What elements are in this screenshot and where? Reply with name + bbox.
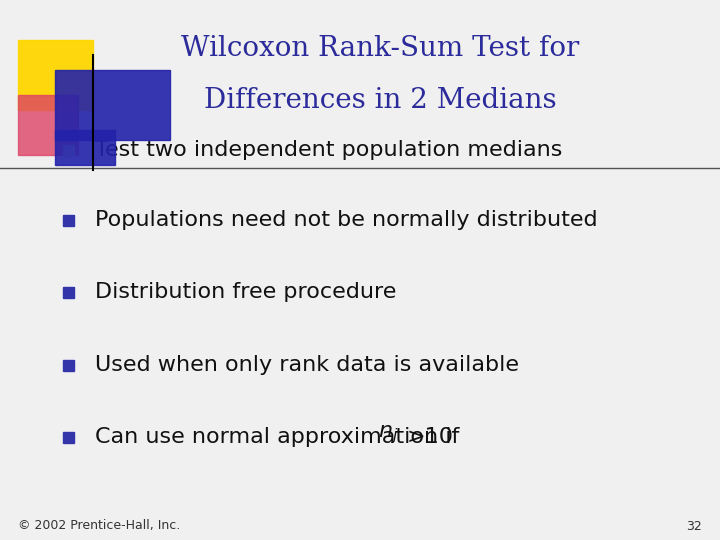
Text: $\mathit{n}_j$: $\mathit{n}_j$	[378, 423, 399, 447]
Text: 32: 32	[686, 519, 702, 532]
Bar	[63, 360, 73, 370]
Text: © 2002 Prentice-Hall, Inc.: © 2002 Prentice-Hall, Inc.	[18, 519, 180, 532]
Text: Used when only rank data is available: Used when only rank data is available	[95, 355, 519, 375]
Bar	[63, 287, 73, 298]
Bar	[63, 145, 73, 156]
Bar	[55, 70, 170, 140]
Text: Populations need not be normally distributed: Populations need not be normally distrib…	[95, 210, 598, 230]
Bar	[18, 95, 78, 155]
Text: Wilcoxon Rank-Sum Test for: Wilcoxon Rank-Sum Test for	[181, 35, 579, 62]
Text: Can use normal approximation if: Can use normal approximation if	[95, 427, 467, 447]
Text: >10: >10	[406, 427, 453, 447]
Bar	[63, 214, 73, 226]
Text: Differences in 2 Medians: Differences in 2 Medians	[204, 86, 557, 113]
Text: Test two independent population medians: Test two independent population medians	[95, 140, 562, 160]
Bar	[55, 130, 115, 165]
Bar	[63, 431, 73, 442]
Bar	[18, 40, 93, 110]
Text: Distribution free procedure: Distribution free procedure	[95, 282, 397, 302]
